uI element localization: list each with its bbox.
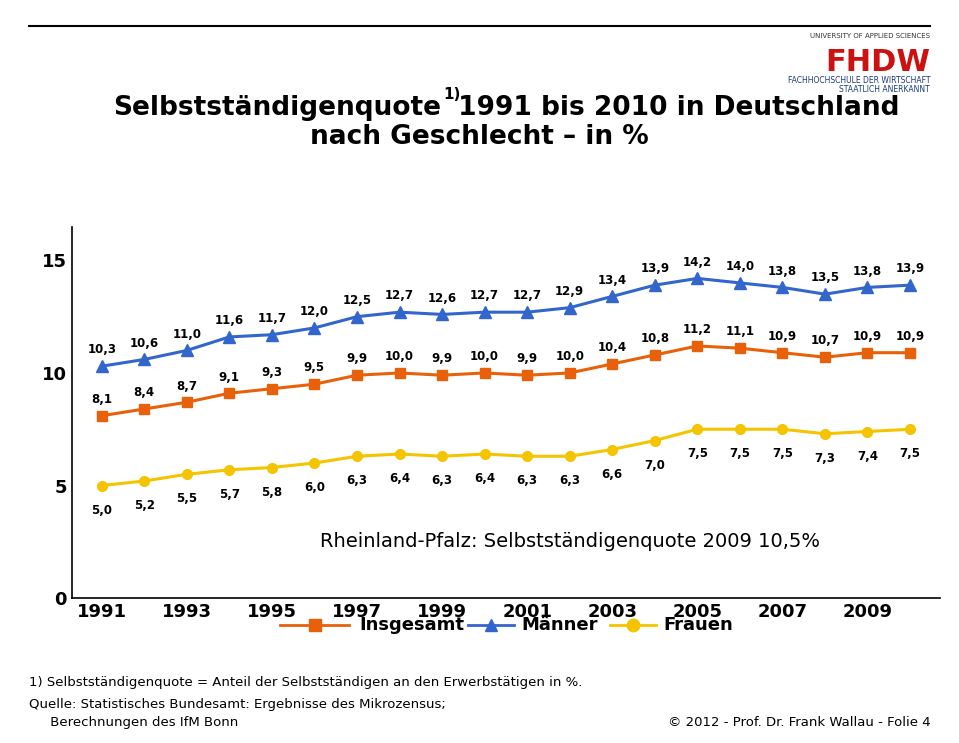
Text: 13,9: 13,9 — [641, 262, 669, 276]
Text: 11,0: 11,0 — [173, 328, 201, 341]
Text: 5,5: 5,5 — [176, 493, 198, 505]
Text: 10,0: 10,0 — [555, 350, 584, 363]
Text: 12,5: 12,5 — [342, 294, 371, 307]
Text: 7,5: 7,5 — [687, 447, 708, 461]
Text: 6,6: 6,6 — [601, 467, 622, 481]
Text: 6,3: 6,3 — [346, 474, 367, 487]
Text: Frauen: Frauen — [664, 616, 734, 634]
Text: 11,7: 11,7 — [257, 312, 287, 325]
Text: 6,3: 6,3 — [517, 474, 538, 487]
Text: 1): 1) — [443, 87, 460, 102]
Text: 7,5: 7,5 — [772, 447, 793, 461]
Text: 7,4: 7,4 — [857, 450, 878, 463]
Text: 10,7: 10,7 — [810, 334, 839, 348]
Text: 7,3: 7,3 — [814, 452, 835, 465]
Text: 11,1: 11,1 — [725, 325, 755, 339]
Text: 8,7: 8,7 — [176, 380, 198, 392]
Text: UNIVERSITY OF APPLIED SCIENCES: UNIVERSITY OF APPLIED SCIENCES — [810, 33, 930, 39]
Text: 9,5: 9,5 — [304, 362, 325, 374]
Text: 1) Selbstständigenquote = Anteil der Selbstständigen an den Erwerbstätigen in %.: 1) Selbstständigenquote = Anteil der Sel… — [29, 675, 582, 689]
Text: 9,9: 9,9 — [346, 352, 367, 366]
Text: 6,4: 6,4 — [474, 472, 495, 485]
Text: 5,0: 5,0 — [91, 504, 112, 516]
Text: 1991 bis 2010 in Deutschland: 1991 bis 2010 in Deutschland — [449, 95, 900, 120]
Text: 10,4: 10,4 — [597, 341, 627, 354]
Text: 8,1: 8,1 — [91, 393, 112, 406]
Text: 6,3: 6,3 — [559, 474, 580, 487]
Text: Berechnungen des IfM Bonn: Berechnungen des IfM Bonn — [29, 716, 238, 729]
Text: 5,8: 5,8 — [261, 486, 283, 499]
Text: 13,8: 13,8 — [853, 265, 882, 278]
Text: 7,0: 7,0 — [644, 458, 666, 472]
Text: 10,9: 10,9 — [768, 330, 797, 343]
Text: 13,5: 13,5 — [810, 271, 839, 285]
Text: 13,4: 13,4 — [597, 273, 627, 287]
Text: 6,3: 6,3 — [432, 474, 453, 487]
Text: 10,0: 10,0 — [385, 350, 414, 363]
Text: 5,2: 5,2 — [133, 499, 154, 512]
Text: 9,1: 9,1 — [219, 371, 240, 383]
Text: 9,3: 9,3 — [262, 366, 282, 379]
Text: Selbstständigenquote: Selbstständigenquote — [113, 95, 441, 120]
Text: 14,2: 14,2 — [683, 256, 712, 269]
Text: 9,9: 9,9 — [517, 352, 538, 366]
Text: STAATLICH ANERKANNT: STAATLICH ANERKANNT — [839, 85, 930, 94]
Text: 12,0: 12,0 — [300, 305, 329, 318]
Text: 9,9: 9,9 — [432, 352, 453, 366]
Text: Insgesamt: Insgesamt — [359, 616, 464, 634]
Text: 8,4: 8,4 — [133, 386, 154, 399]
Text: 10,9: 10,9 — [853, 330, 882, 343]
Text: 12,7: 12,7 — [385, 290, 414, 302]
Text: 7,5: 7,5 — [730, 447, 750, 461]
Text: FACHHOCHSCHULE DER WIRTSCHAFT: FACHHOCHSCHULE DER WIRTSCHAFT — [787, 76, 930, 85]
Text: 5,7: 5,7 — [219, 488, 240, 501]
Text: Rheinland-Pfalz: Selbstständigenquote 2009 10,5%: Rheinland-Pfalz: Selbstständigenquote 20… — [319, 532, 820, 551]
Text: Männer: Männer — [522, 616, 598, 634]
Text: 12,7: 12,7 — [470, 290, 499, 302]
Text: 10,3: 10,3 — [87, 343, 116, 357]
Text: 6,0: 6,0 — [304, 481, 325, 494]
Text: © 2012 - Prof. Dr. Frank Wallau - Folie 4: © 2012 - Prof. Dr. Frank Wallau - Folie … — [667, 716, 930, 729]
Text: nach Geschlecht – in %: nach Geschlecht – in % — [310, 125, 649, 150]
Text: 10,6: 10,6 — [129, 337, 159, 350]
Text: 10,8: 10,8 — [641, 332, 669, 345]
Text: 10,0: 10,0 — [470, 350, 499, 363]
Text: 14,0: 14,0 — [725, 260, 755, 273]
Text: 11,2: 11,2 — [683, 323, 712, 337]
Text: 10,9: 10,9 — [896, 330, 924, 343]
Text: 12,9: 12,9 — [555, 285, 584, 298]
Text: 12,7: 12,7 — [513, 290, 542, 302]
Text: 13,9: 13,9 — [896, 262, 924, 276]
Text: FHDW: FHDW — [826, 48, 930, 77]
Text: 6,4: 6,4 — [389, 472, 410, 485]
Text: 11,6: 11,6 — [215, 314, 244, 327]
Text: Quelle: Statistisches Bundesamt: Ergebnisse des Mikrozensus;: Quelle: Statistisches Bundesamt: Ergebni… — [29, 698, 446, 711]
Text: 7,5: 7,5 — [900, 447, 921, 461]
Text: 12,6: 12,6 — [428, 292, 456, 305]
Text: 13,8: 13,8 — [768, 265, 797, 278]
